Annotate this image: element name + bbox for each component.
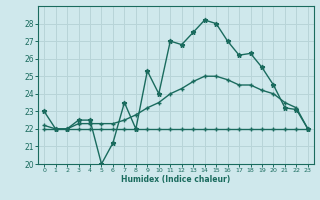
X-axis label: Humidex (Indice chaleur): Humidex (Indice chaleur)	[121, 175, 231, 184]
